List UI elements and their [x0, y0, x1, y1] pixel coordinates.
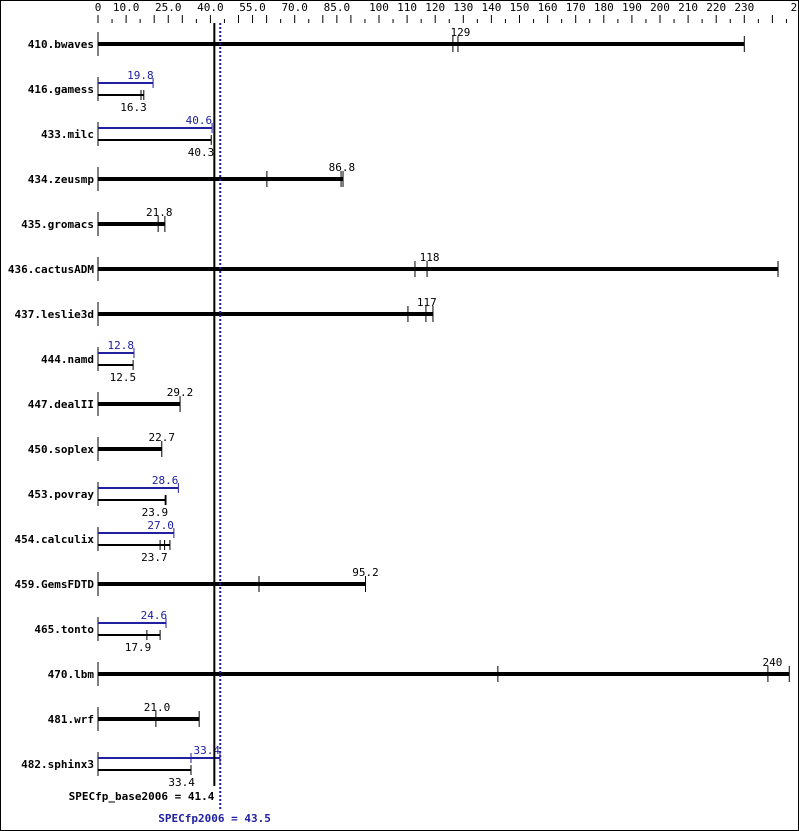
base-value-label: 86.8 — [329, 161, 356, 174]
x-tick-label: 40.0 — [197, 1, 224, 14]
benchmark-label: 444.namd — [41, 353, 94, 366]
x-tick-label: 120 — [425, 1, 445, 14]
base-value-label: 12.5 — [110, 371, 137, 384]
benchmark-label: 433.milc — [41, 128, 94, 141]
benchmark-label: 459.GemsFDTD — [15, 578, 95, 591]
benchmark-label: 435.gromacs — [21, 218, 94, 231]
x-tick-label: 250 — [791, 1, 798, 14]
x-tick-label: 180 — [594, 1, 614, 14]
base-value-label: 29.2 — [167, 386, 194, 399]
base-value-label: 40.3 — [188, 146, 215, 159]
base-value-label: 129 — [451, 26, 471, 39]
benchmark-label: 410.bwaves — [28, 38, 94, 51]
x-tick-label: 10.0 — [113, 1, 140, 14]
benchmark-label: 447.dealII — [28, 398, 94, 411]
x-tick-label: 200 — [650, 1, 670, 14]
x-tick-label: 210 — [678, 1, 698, 14]
peak-value-label: 19.8 — [127, 69, 154, 82]
benchmark-label: 416.gamess — [28, 83, 94, 96]
x-tick-label: 150 — [510, 1, 530, 14]
benchmark-label: 470.lbm — [48, 668, 95, 681]
base-value-label: 16.3 — [120, 101, 147, 114]
benchmark-label: 434.zeusmp — [28, 173, 95, 186]
base-value-label: 23.7 — [141, 551, 168, 564]
x-tick-label: 85.0 — [324, 1, 351, 14]
benchmark-label: 465.tonto — [34, 623, 94, 636]
x-tick-label: 70.0 — [281, 1, 308, 14]
benchmark-label: 450.soplex — [28, 443, 95, 456]
x-tick-label: 55.0 — [239, 1, 266, 14]
benchmark-label: 437.leslie3d — [15, 308, 94, 321]
peak-value-label: 28.6 — [152, 474, 179, 487]
x-tick-label: 0 — [95, 1, 102, 14]
x-tick-label: 230 — [734, 1, 754, 14]
base-value-label: 17.9 — [125, 641, 152, 654]
x-tick-label: 100 — [369, 1, 389, 14]
x-tick-label: 140 — [481, 1, 501, 14]
base-value-label: 118 — [420, 251, 440, 264]
peak-value-label: 40.6 — [186, 114, 213, 127]
peak-value-label: 24.6 — [141, 609, 168, 622]
x-tick-label: 130 — [453, 1, 473, 14]
base-value-label: 240 — [762, 656, 782, 669]
peak-value-label: 33.4 — [193, 744, 220, 757]
x-tick-label: 170 — [566, 1, 586, 14]
base-value-label: 22.7 — [149, 431, 176, 444]
base-value-label: 33.4 — [168, 776, 195, 789]
benchmark-label: 481.wrf — [48, 713, 94, 726]
x-tick-label: 160 — [538, 1, 558, 14]
benchmark-label: 453.povray — [28, 488, 95, 501]
x-tick-label: 25.0 — [155, 1, 182, 14]
base-summary-label: SPECfp_base2006 = 41.4 — [69, 790, 215, 803]
x-tick-label: 190 — [622, 1, 642, 14]
peak-value-label: 12.8 — [107, 339, 134, 352]
base-value-label: 23.9 — [142, 506, 169, 519]
base-value-label: 21.8 — [146, 206, 173, 219]
x-tick-label: 110 — [397, 1, 417, 14]
x-tick-label: 220 — [706, 1, 726, 14]
base-value-label: 21.0 — [144, 701, 171, 714]
base-value-label: 95.2 — [352, 566, 379, 579]
base-value-label: 117 — [417, 296, 437, 309]
benchmark-label: 482.sphinx3 — [21, 758, 94, 771]
benchmark-label: 454.calculix — [15, 533, 95, 546]
peak-summary-label: SPECfp2006 = 43.5 — [158, 812, 271, 825]
peak-value-label: 27.0 — [147, 519, 174, 532]
benchmark-label: 436.cactusADM — [8, 263, 94, 276]
